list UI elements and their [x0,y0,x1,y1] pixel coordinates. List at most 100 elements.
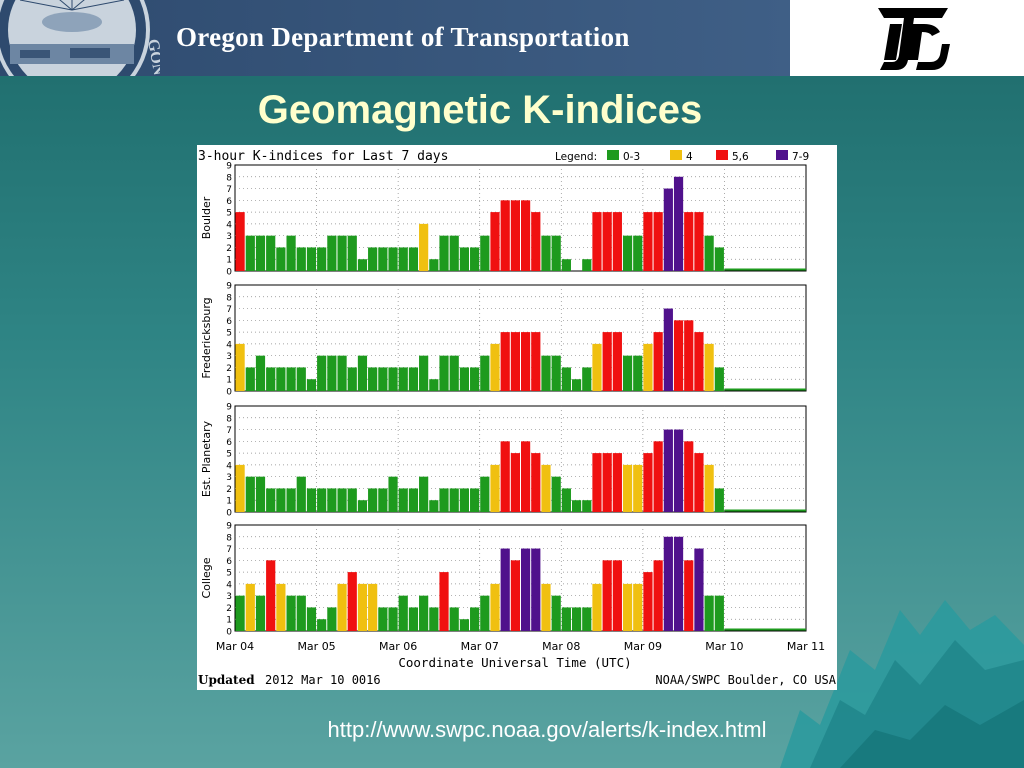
x-axis-label: Coordinate Universal Time (UTC) [398,655,631,670]
k-index-bar [673,176,684,271]
k-index-bar [337,488,347,512]
y-tick-label: 5 [226,450,232,460]
k-index-bar [561,488,571,512]
k-index-bar [439,488,449,512]
k-index-bar [357,500,368,512]
y-tick-label: 8 [226,533,232,543]
k-index-bar [643,212,653,271]
y-tick-label: 6 [226,557,232,567]
k-index-bar [531,453,541,512]
k-index-bar [592,583,602,631]
k-index-bar [255,476,266,512]
k-index-bar [306,379,317,391]
k-index-bar [347,488,357,512]
y-tick-label: 1 [226,256,232,266]
odot-logo-icon [878,8,950,70]
legend-item-label: 7-9 [792,151,809,163]
k-index-bar [541,235,551,271]
y-tick-label: 5 [226,569,232,579]
k-index-bar [531,212,541,271]
k-index-bar [439,572,449,631]
k-index-bar [622,464,633,512]
k-index-bar [480,476,490,512]
y-tick-label: 4 [226,220,232,230]
chart-title: 3-hour K-indices for Last 7 days [198,149,448,164]
k-index-bar [286,488,296,512]
k-index-bar [276,583,286,631]
k-index-bar [714,595,724,631]
y-tick-label: 9 [226,403,232,413]
k-index-bar [521,200,531,271]
agency-name: Oregon Department of Transportation [176,22,630,52]
k-index-bar [296,367,306,391]
k-index-bar [408,488,419,512]
k-index-bar [643,453,653,512]
k-index-bar [510,560,520,631]
k-index-bar [571,607,582,631]
k-index-bar [296,595,306,631]
k-index-bar [490,212,500,271]
k-index-bar [327,607,337,631]
k-index-bar [470,607,480,631]
k-index-bar [694,212,704,271]
k-index-bar [429,607,439,631]
legend: 0-3 4 5,6 7-9 [607,150,809,163]
k-index-bar [347,367,357,391]
k-index-bar [500,441,510,512]
k-index-bar [419,355,429,391]
k-index-bar [704,343,714,391]
source-url[interactable]: http://www.swpc.noaa.gov/alerts/k-index.… [327,717,767,742]
k-index-bar [266,235,276,271]
k-index-bar [510,453,520,512]
data-source: NOAA/SWPC Boulder, CO USA [655,673,836,687]
k-index-bar [490,464,500,512]
k-index-bar [327,355,337,391]
y-tick-label: 6 [226,197,232,207]
mountain-decoration [780,600,1024,768]
k-index-bar [521,332,531,391]
k-index-bar [235,343,245,391]
k-index-bar [622,355,633,391]
k-index-bar [521,548,531,631]
k-index-bar [245,367,255,391]
legend-swatch-yellow [670,150,682,160]
k-index-bar [653,212,663,271]
k-index-bar [633,235,643,271]
k-index-bar [388,607,398,631]
k-index-bar [582,607,592,631]
k-index-bar [378,488,388,512]
oregon-state-seal: GON [0,0,160,76]
k-index-bar [673,536,684,631]
k-index-bar [286,595,296,631]
k-index-bar [398,595,408,631]
k-index-bar [388,476,398,512]
k-index-bar [398,488,408,512]
k-index-bar [500,332,510,391]
x-tick-label: Mar 04 [216,640,254,653]
y-tick-label: 1 [226,616,232,626]
k-index-bar [368,583,378,631]
k-index-bar [327,488,337,512]
k-index-bar [337,235,347,271]
k-index-bar [439,355,449,391]
y-tick-label: 8 [226,173,232,183]
x-tick-label: Mar 05 [297,640,335,653]
k-index-bar [408,367,419,391]
k-index-bar [368,247,378,271]
k-index-bar [449,488,459,512]
k-index-bar [704,464,714,512]
k-index-bar [592,212,602,271]
series-name: Fredericksburg [200,297,213,378]
y-tick-label: 3 [226,352,232,362]
k-index-bar [612,453,622,512]
k-index-bar [704,235,714,271]
series-name: College [200,557,213,598]
k-index-bar [673,429,684,512]
y-tick-label: 5 [226,329,232,339]
legend-swatch-purple [776,150,788,160]
k-index-bar [459,367,470,391]
y-tick-label: 6 [226,438,232,448]
y-tick-label: 5 [226,209,232,219]
